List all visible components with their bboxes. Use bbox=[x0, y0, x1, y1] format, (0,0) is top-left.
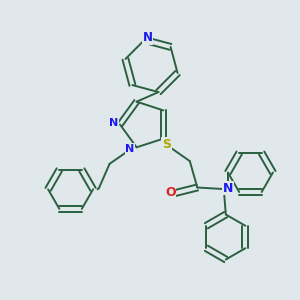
Text: N: N bbox=[223, 182, 233, 195]
Text: O: O bbox=[165, 186, 175, 200]
Text: S: S bbox=[162, 137, 171, 151]
Text: N: N bbox=[142, 31, 152, 44]
Text: N: N bbox=[125, 144, 135, 154]
Text: N: N bbox=[109, 118, 118, 128]
